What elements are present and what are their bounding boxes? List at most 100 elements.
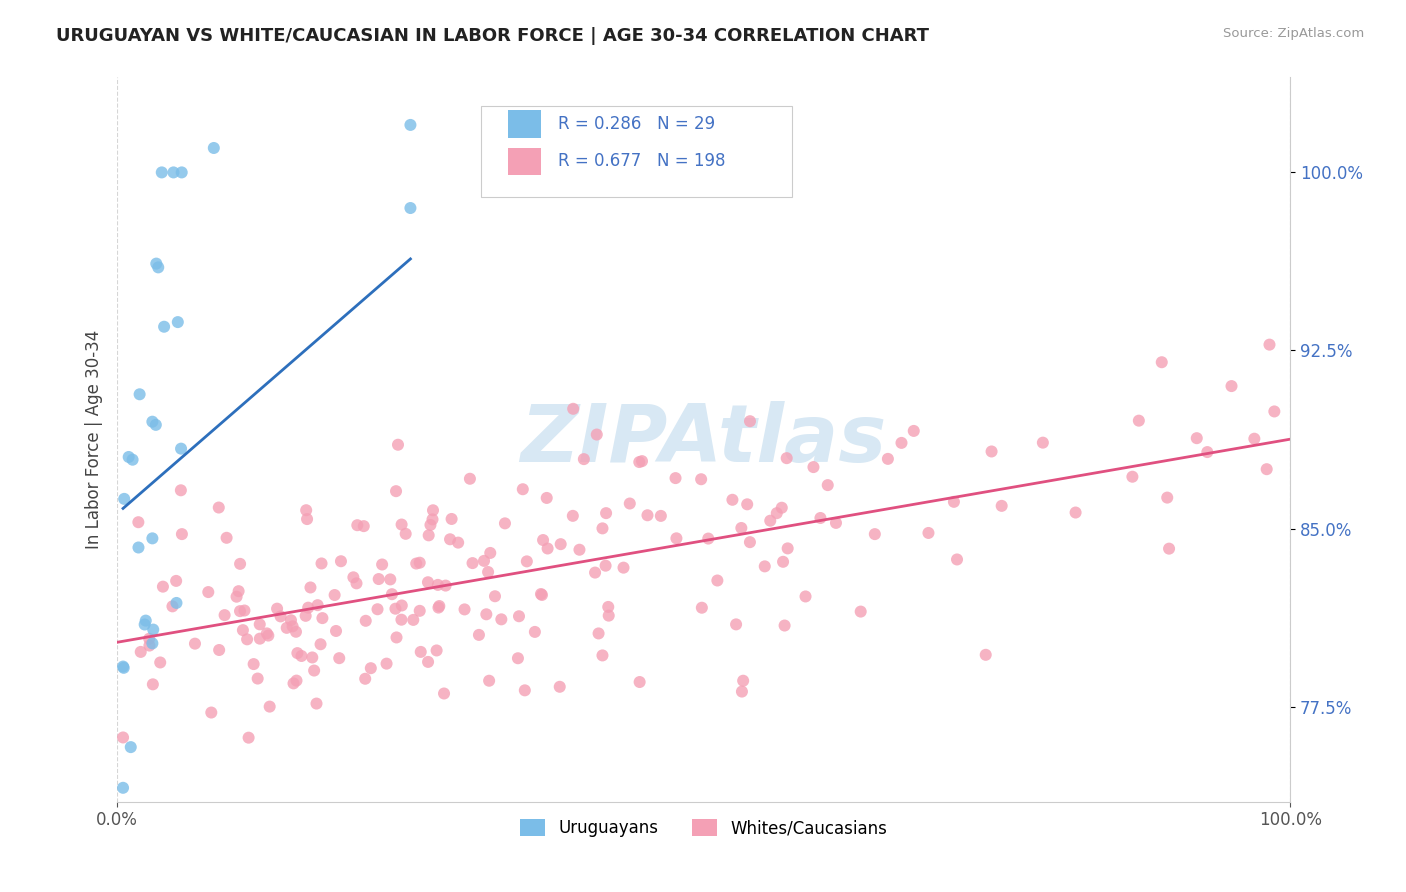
Point	[165, 574, 187, 588]
Point	[145, 417, 167, 432]
Point	[162, 599, 184, 614]
Point	[170, 527, 193, 541]
Point	[863, 527, 886, 541]
Point	[1243, 432, 1265, 446]
Point	[738, 414, 761, 428]
Point	[475, 607, 498, 622]
Point	[562, 401, 585, 416]
Point	[548, 680, 571, 694]
Point	[803, 460, 825, 475]
Point	[384, 601, 406, 615]
Point	[619, 496, 641, 510]
Point	[721, 492, 744, 507]
Point	[225, 590, 247, 604]
Point	[305, 697, 328, 711]
Point	[1150, 355, 1173, 369]
Point	[725, 617, 748, 632]
Point	[290, 648, 312, 663]
Point	[399, 201, 422, 215]
Point	[395, 526, 418, 541]
Point	[328, 651, 350, 665]
Point	[1263, 404, 1285, 418]
Point	[825, 516, 848, 530]
Point	[461, 556, 484, 570]
Point	[568, 542, 591, 557]
Point	[990, 499, 1012, 513]
Point	[1256, 462, 1278, 476]
Point	[592, 521, 614, 535]
Point	[523, 624, 546, 639]
Point	[266, 601, 288, 615]
Point	[354, 672, 377, 686]
Point	[447, 535, 470, 549]
Point	[550, 537, 572, 551]
Point	[512, 482, 534, 496]
Point	[229, 557, 252, 571]
Point	[325, 624, 347, 638]
Point	[112, 661, 135, 675]
Point	[208, 500, 231, 515]
Point	[166, 315, 188, 329]
Point	[127, 515, 149, 529]
Point	[297, 600, 319, 615]
Point	[416, 655, 439, 669]
Point	[229, 604, 252, 618]
Point	[738, 535, 761, 549]
Point	[472, 554, 495, 568]
Point	[242, 657, 264, 672]
FancyBboxPatch shape	[508, 110, 541, 137]
Point	[903, 424, 925, 438]
Point	[138, 639, 160, 653]
Point	[536, 541, 558, 556]
Point	[311, 557, 333, 571]
Point	[367, 602, 389, 616]
Point	[405, 557, 427, 571]
Point	[506, 651, 529, 665]
Point	[416, 575, 439, 590]
Point	[1156, 491, 1178, 505]
Point	[776, 541, 799, 556]
Point	[468, 628, 491, 642]
Point	[238, 731, 260, 745]
Point	[530, 587, 553, 601]
Point	[765, 506, 787, 520]
Point	[257, 629, 280, 643]
Point	[145, 257, 167, 271]
Point	[399, 118, 422, 132]
Point	[112, 659, 135, 673]
Point	[877, 451, 900, 466]
Point	[409, 604, 432, 618]
Point	[477, 565, 499, 579]
Point	[974, 648, 997, 662]
Point	[513, 683, 536, 698]
Point	[208, 643, 231, 657]
Point	[572, 452, 595, 467]
Point	[917, 525, 939, 540]
Point	[170, 483, 193, 498]
Point	[141, 532, 163, 546]
Point	[628, 455, 651, 469]
Point	[665, 532, 688, 546]
Point	[1121, 469, 1143, 483]
Point	[200, 706, 222, 720]
Point	[128, 387, 150, 401]
Point	[127, 541, 149, 555]
Point	[439, 533, 461, 547]
Point	[697, 532, 720, 546]
Legend: Uruguayans, Whites/Caucasians: Uruguayans, Whites/Caucasians	[513, 813, 894, 844]
Point	[598, 608, 620, 623]
Point	[637, 508, 659, 523]
Point	[980, 444, 1002, 458]
Point	[409, 556, 432, 570]
Point	[1064, 506, 1087, 520]
Point	[422, 512, 444, 526]
Point	[516, 554, 538, 568]
Point	[561, 508, 583, 523]
Point	[484, 589, 506, 603]
FancyBboxPatch shape	[481, 106, 792, 197]
Point	[381, 587, 404, 601]
Point	[270, 609, 292, 624]
Point	[759, 514, 782, 528]
Point	[354, 614, 377, 628]
Text: R = 0.286   N = 29: R = 0.286 N = 29	[558, 115, 716, 133]
